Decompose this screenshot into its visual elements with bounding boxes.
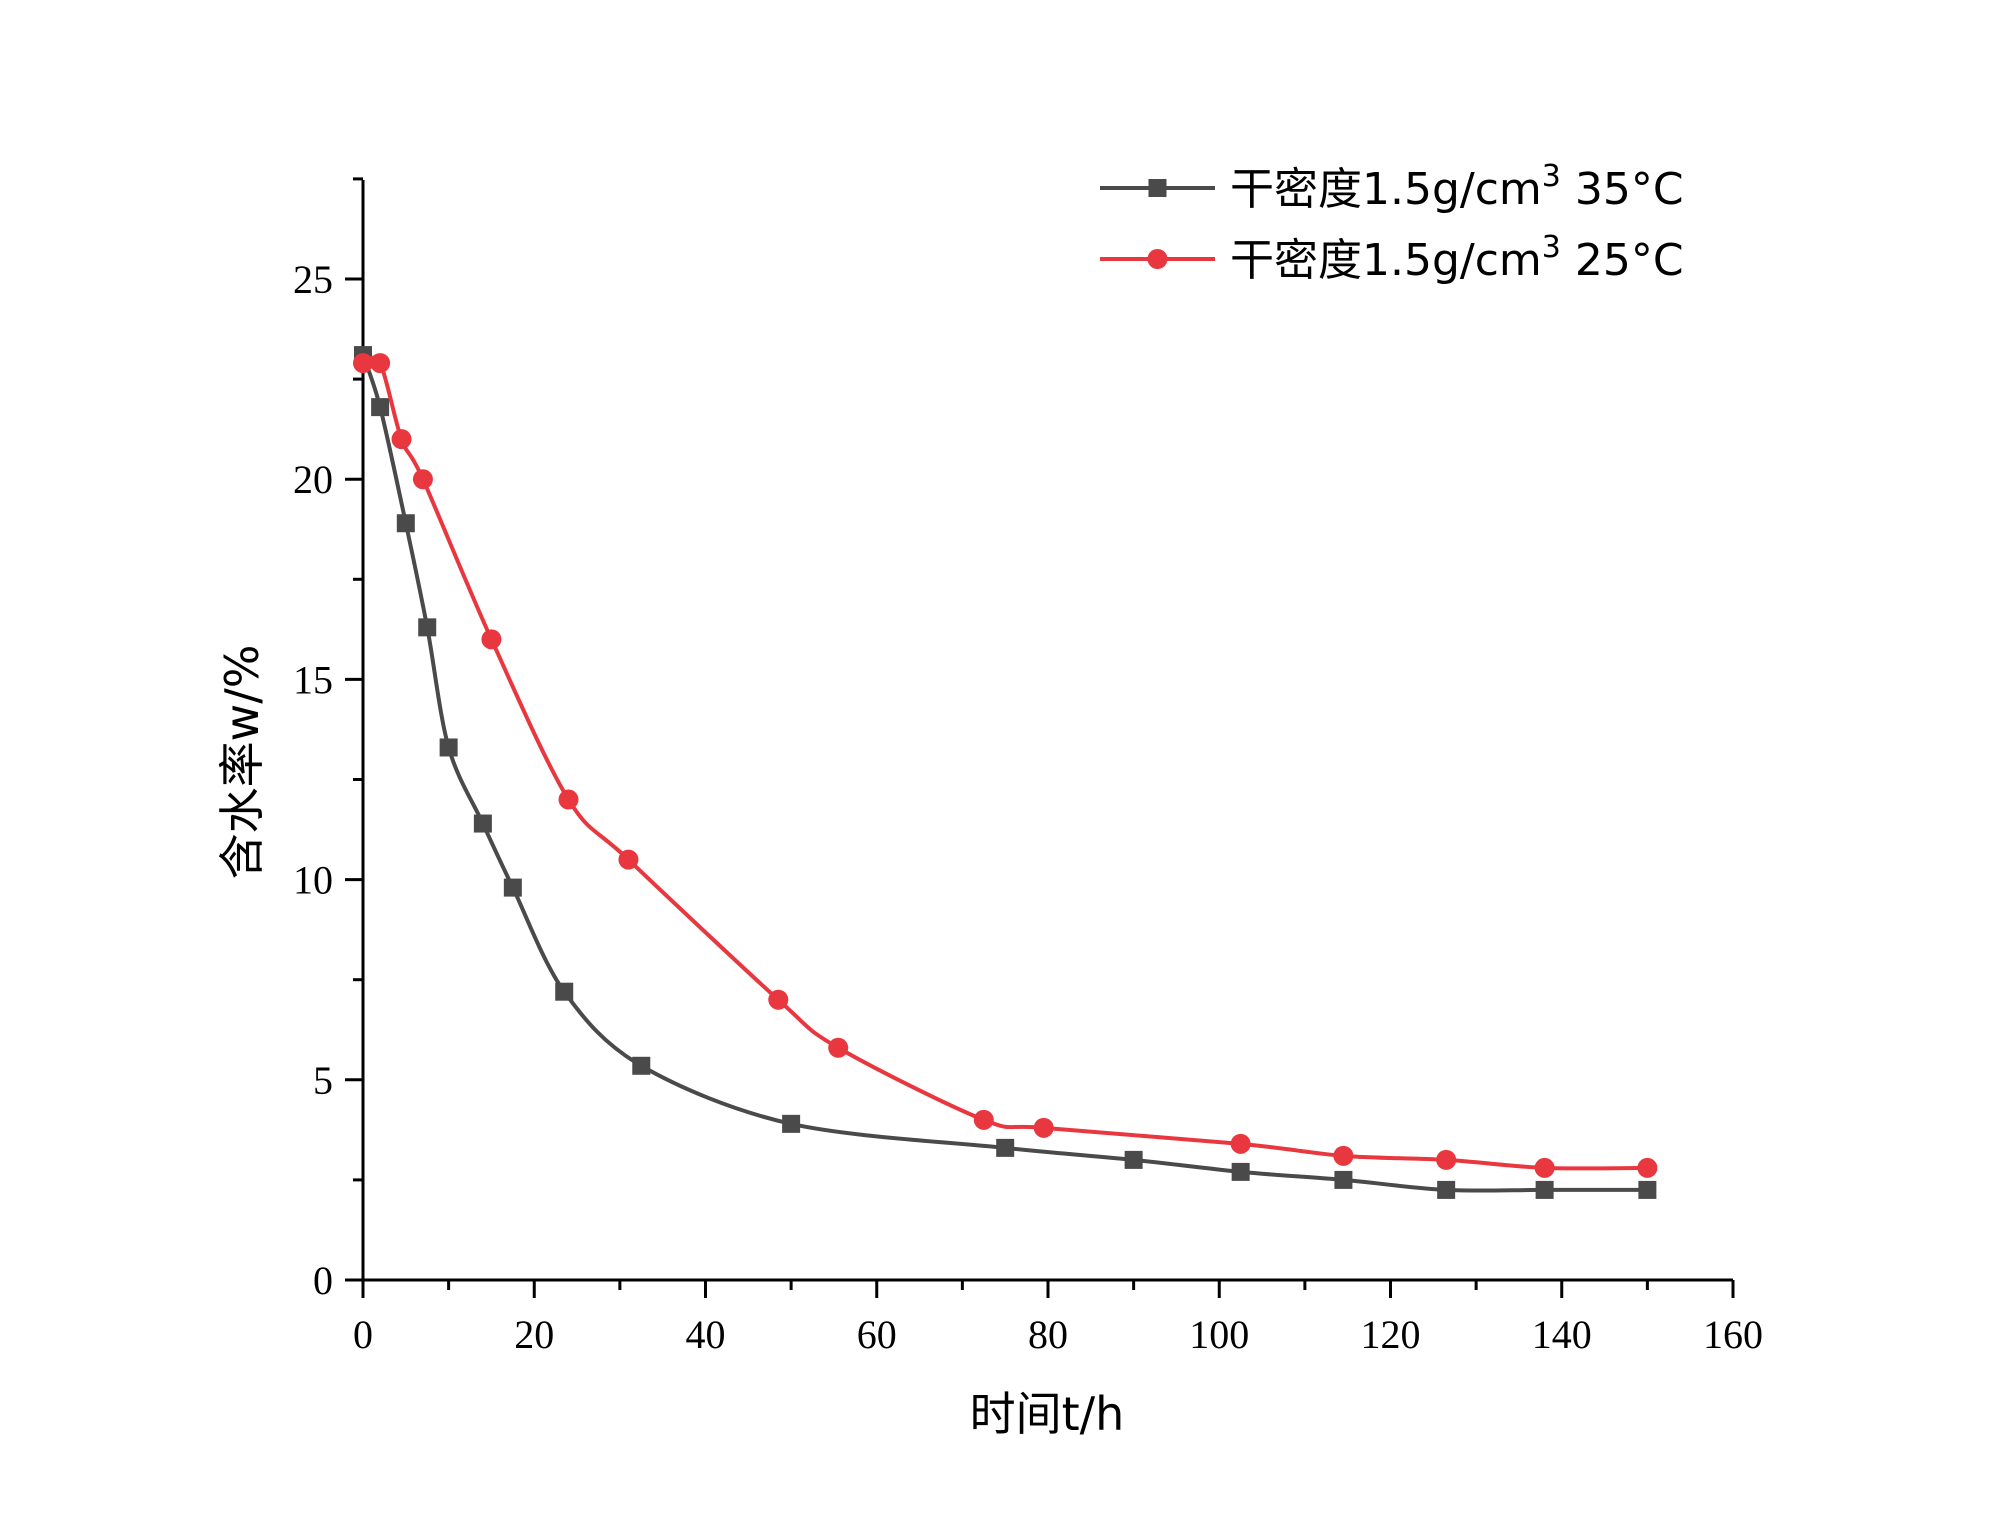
data-point (618, 849, 639, 870)
data-point (1535, 1180, 1554, 1199)
data-point (396, 514, 415, 533)
x-tick-label: 0 (353, 1312, 373, 1357)
data-point (782, 1114, 801, 1133)
legend-marker (1147, 249, 1168, 269)
x-tick-label: 160 (1703, 1312, 1763, 1357)
series-layer (353, 346, 1658, 1199)
data-point (353, 353, 373, 374)
data-point (1534, 1157, 1555, 1178)
data-point (418, 618, 437, 637)
data-point (503, 878, 522, 897)
x-axis-title: 时间t/h (970, 1387, 1125, 1441)
series-2 (353, 353, 1658, 1178)
series-line (362, 355, 1648, 1171)
data-point (1033, 1117, 1054, 1138)
data-point (828, 1037, 849, 1058)
y-tick-label: 10 (293, 858, 333, 903)
data-point (632, 1056, 651, 1075)
data-point (439, 738, 458, 757)
axes: 0 20 40 60 80 100 120 140 160 0 5 10 15 20 25 (293, 177, 1763, 1357)
y-axis-title: 含水率w/% (215, 645, 269, 880)
y-tick-label: 5 (313, 1058, 333, 1103)
data-point (1230, 1133, 1251, 1154)
legend-item: 干密度1.5g/cm3 35°C (1100, 159, 1684, 215)
data-point (391, 429, 412, 450)
data-point (473, 814, 492, 833)
data-point (1437, 1180, 1456, 1199)
y-tick-label: 20 (293, 457, 333, 502)
data-point (370, 353, 391, 374)
legend-label: 干密度1.5g/cm3 35°C (1230, 159, 1684, 215)
legend: 干密度1.5g/cm3 35°C 干密度1.5g/cm3 25°C (1100, 159, 1684, 286)
data-point (558, 789, 579, 810)
data-point (1124, 1150, 1143, 1169)
x-tick-label: 40 (686, 1312, 726, 1357)
x-tick-label: 60 (857, 1312, 897, 1357)
data-point (1334, 1170, 1353, 1189)
data-point (555, 982, 574, 1001)
x-tick-label: 120 (1361, 1312, 1421, 1357)
data-point (1436, 1149, 1457, 1170)
data-point (412, 469, 433, 490)
y-tick-label: 0 (313, 1258, 333, 1303)
data-point (371, 398, 390, 417)
x-tick-label: 80 (1028, 1312, 1068, 1357)
data-point (768, 989, 789, 1010)
data-point (973, 1109, 994, 1130)
x-tick-label: 100 (1189, 1312, 1249, 1357)
data-point (481, 629, 502, 650)
legend-label: 干密度1.5g/cm3 25°C (1230, 230, 1684, 286)
y-tick-label: 25 (293, 257, 333, 302)
data-point (1637, 1157, 1658, 1178)
data-point (1231, 1162, 1250, 1181)
legend-item: 干密度1.5g/cm3 25°C (1100, 230, 1684, 286)
x-tick-label: 20 (514, 1312, 554, 1357)
data-point (1638, 1180, 1657, 1199)
data-point (996, 1138, 1015, 1157)
legend-marker (1148, 179, 1167, 197)
y-tick-label: 15 (293, 657, 333, 702)
series-1 (354, 346, 1657, 1199)
x-tick-label: 140 (1532, 1312, 1592, 1357)
data-point (1333, 1145, 1354, 1166)
